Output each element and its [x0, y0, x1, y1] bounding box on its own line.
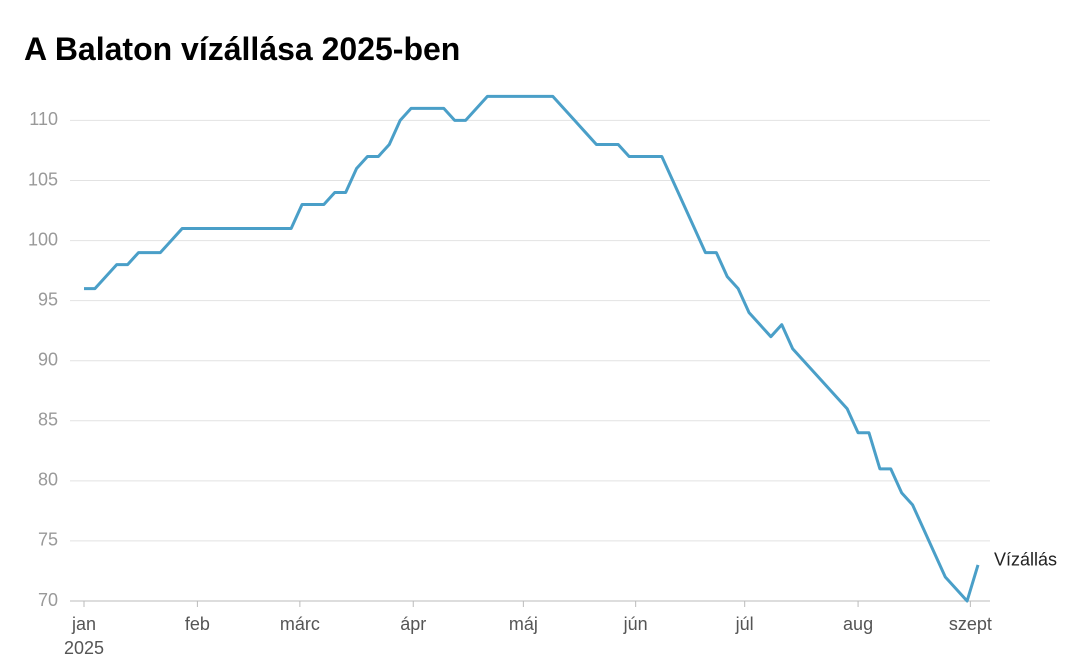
x-tick-label: máj	[509, 614, 538, 634]
x-tick-label: júl	[735, 614, 754, 634]
chart-title: A Balaton vízállása 2025-ben	[24, 31, 460, 67]
y-tick-label: 110	[29, 109, 58, 129]
x-tick-label: jún	[623, 614, 648, 634]
series-label: Vízállás	[994, 550, 1057, 570]
y-tick-label: 90	[38, 349, 58, 369]
line	[84, 94, 980, 603]
x-tick-label: jan 2025	[64, 614, 104, 658]
y-tick-label: 95	[38, 289, 58, 309]
y-tick-label: 100	[28, 229, 58, 249]
x-tick-label: ápr	[400, 614, 426, 634]
x-tick-label: szept	[949, 614, 992, 634]
y-tick-label: 70	[38, 590, 58, 610]
x-tick-label: feb	[185, 614, 210, 634]
y-tick-label: 75	[38, 530, 58, 550]
x-tick-label: aug	[843, 614, 873, 634]
x-tick-label: márc	[280, 614, 320, 634]
y-tick-label: 85	[38, 410, 58, 430]
y-tick-label: 80	[38, 470, 58, 490]
y-tick-label: 105	[28, 169, 58, 189]
